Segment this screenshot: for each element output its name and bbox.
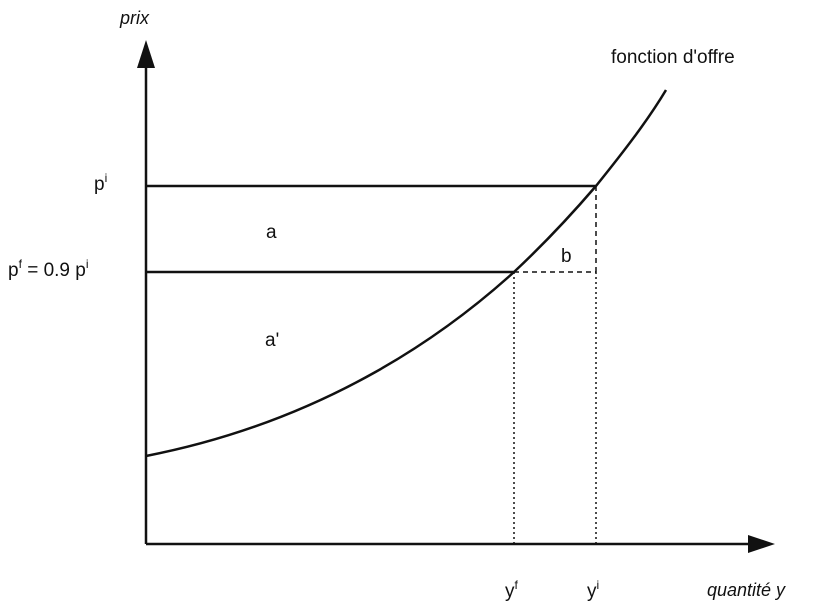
- supply-curve: [145, 89, 668, 458]
- price-initial-base: p: [94, 174, 105, 195]
- region-b-label: b: [561, 246, 572, 267]
- quantity-final-sup: f: [515, 578, 519, 592]
- y-axis-arrow-icon: [137, 40, 155, 68]
- price-final-base: p: [8, 260, 19, 281]
- quantity-initial-sup: i: [597, 578, 600, 592]
- price-initial-sup: i: [105, 171, 108, 185]
- quantity-final-base: y: [505, 581, 515, 602]
- quantity-final-label: yf: [505, 578, 519, 602]
- price-final-sup: f: [19, 257, 23, 271]
- y-axis-label: prix: [119, 8, 150, 28]
- price-final-label: pf = 0.9 pi: [8, 257, 89, 281]
- price-initial-label: pi: [94, 171, 107, 195]
- quantity-initial-base: y: [587, 581, 597, 602]
- region-a-label: a: [266, 222, 277, 243]
- price-final-suffix-sup: i: [86, 257, 89, 271]
- quantity-initial-label: yi: [587, 578, 599, 602]
- x-axis-label: quantité y: [707, 580, 786, 600]
- region-a-prime-label: a': [265, 330, 279, 351]
- price-final-suffix: = 0.9 p: [22, 260, 86, 281]
- x-axis-arrow-icon: [748, 535, 775, 553]
- supply-curve-label: fonction d'offre: [611, 47, 735, 68]
